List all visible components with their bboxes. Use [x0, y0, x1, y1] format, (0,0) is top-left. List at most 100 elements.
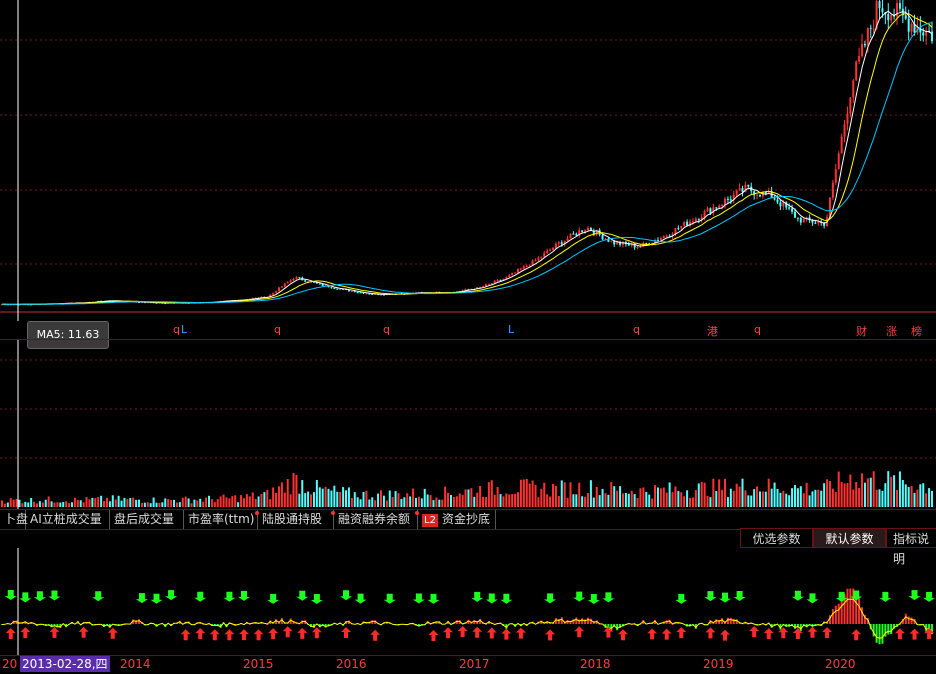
- volume-bar: [803, 493, 805, 507]
- volume-bar: [275, 493, 277, 507]
- tab-ai-volume[interactable]: AI立桩成交量: [26, 510, 110, 529]
- event-marker[interactable]: 涨: [886, 323, 897, 339]
- volume-bar: [249, 496, 251, 507]
- year-tick-label: 2014: [120, 657, 151, 671]
- volume-bar: [905, 484, 907, 507]
- candle-body: [567, 239, 569, 241]
- volume-bar: [479, 486, 481, 507]
- volume-bar: [619, 486, 621, 507]
- price-chart-pane[interactable]: [0, 0, 936, 321]
- event-marker[interactable]: L: [508, 323, 514, 336]
- candle-body: [742, 188, 744, 192]
- event-marker[interactable]: q: [383, 323, 390, 336]
- candle-body: [803, 219, 805, 223]
- indicator-bar: [581, 618, 583, 624]
- default-params-button[interactable]: 默认参数: [813, 528, 886, 548]
- candle-body: [660, 238, 662, 240]
- tab-after-hours-volume[interactable]: 盘后成交量: [110, 510, 184, 529]
- indicator-chart-pane[interactable]: [0, 548, 936, 655]
- event-marker[interactable]: 财: [856, 323, 867, 339]
- candle-body: [540, 257, 542, 258]
- candle-body: [800, 218, 802, 223]
- volume-bar: [849, 475, 851, 507]
- volume-chart[interactable]: [0, 340, 936, 510]
- volume-bar: [791, 488, 793, 507]
- candle-body: [639, 247, 641, 248]
- indicator-bar: [911, 617, 913, 624]
- volume-bar: [310, 494, 312, 507]
- event-marker[interactable]: L: [181, 323, 187, 336]
- indicator-chart[interactable]: [0, 548, 936, 655]
- volume-bar: [27, 502, 29, 507]
- volume-bar: [677, 491, 679, 507]
- sell-up-arrow-icon: [822, 627, 832, 638]
- volume-bar: [36, 503, 38, 507]
- tab-margin-balance[interactable]: 融资融券余额: [334, 510, 418, 529]
- event-marker[interactable]: q: [173, 323, 180, 336]
- event-marker[interactable]: q: [274, 323, 281, 336]
- sell-up-arrow-icon: [574, 626, 584, 637]
- candle-body: [683, 222, 685, 226]
- volume-bar: [744, 490, 746, 507]
- candle-body: [864, 44, 866, 45]
- tab-pe-ttm[interactable]: 市盈率(ttm): [184, 510, 258, 529]
- buy-down-arrow-icon: [34, 591, 46, 601]
- volume-bar: [263, 492, 265, 507]
- candle-body: [602, 235, 604, 240]
- sell-up-arrow-icon: [618, 629, 628, 640]
- volume-bar: [409, 496, 411, 507]
- volume-bar: [190, 503, 192, 507]
- price-chart[interactable]: [0, 0, 936, 321]
- volume-bar: [561, 480, 563, 507]
- volume-bar: [502, 496, 504, 507]
- tab-label: 资金抄底: [442, 512, 490, 526]
- candle-body: [908, 19, 910, 32]
- volume-bar: [126, 499, 128, 507]
- volume-bar: [928, 488, 930, 507]
- volume-bar: [406, 493, 408, 507]
- tab-northbound-holdings[interactable]: 陆股通持股: [258, 510, 334, 529]
- volume-bar: [56, 502, 58, 507]
- volume-bar: [820, 491, 822, 507]
- volume-bar: [587, 493, 589, 507]
- buy-down-arrow-icon: [136, 593, 148, 603]
- candle-body: [879, 1, 881, 8]
- volume-bar: [74, 498, 76, 507]
- volume-bar: [208, 496, 210, 507]
- volume-bar: [59, 503, 61, 507]
- year-tick-label: 2015: [243, 657, 274, 671]
- volume-bar: [199, 499, 201, 507]
- volume-bar: [873, 471, 875, 507]
- year-tick-label: 2020: [825, 657, 856, 671]
- sell-up-arrow-icon: [545, 629, 555, 640]
- volume-bar: [555, 486, 557, 507]
- event-marker[interactable]: q: [754, 323, 761, 336]
- volume-bar: [505, 493, 507, 507]
- arrow-placeholder: [394, 598, 408, 610]
- volume-bar: [421, 498, 423, 507]
- volume-bar: [893, 475, 895, 507]
- arrow-placeholder: [252, 598, 266, 610]
- candle-body: [855, 61, 857, 80]
- volume-bar: [333, 486, 335, 507]
- volume-chart-pane[interactable]: [0, 339, 936, 510]
- optimized-params-button[interactable]: 优选参数: [740, 528, 813, 548]
- volume-bar: [1, 500, 3, 507]
- event-marker[interactable]: 榜: [911, 323, 922, 339]
- ma20-line: [2, 23, 932, 305]
- sell-up-arrow-icon: [910, 629, 920, 640]
- tab-label: 盘后成交量: [114, 512, 174, 526]
- sell-up-arrow-icon: [6, 628, 16, 639]
- volume-bar: [456, 496, 458, 507]
- volume-bar: [328, 489, 330, 507]
- buy-down-arrow-icon: [719, 593, 731, 603]
- volume-bar: [156, 503, 158, 507]
- volume-bar: [380, 490, 382, 507]
- event-marker[interactable]: q: [633, 323, 640, 336]
- event-marker[interactable]: 港: [707, 323, 718, 339]
- volume-bar: [16, 499, 18, 507]
- indicator-bar: [733, 619, 735, 624]
- tab-pan[interactable]: 卜盘: [0, 510, 26, 529]
- indicator-help-button[interactable]: 指标说明: [886, 528, 936, 548]
